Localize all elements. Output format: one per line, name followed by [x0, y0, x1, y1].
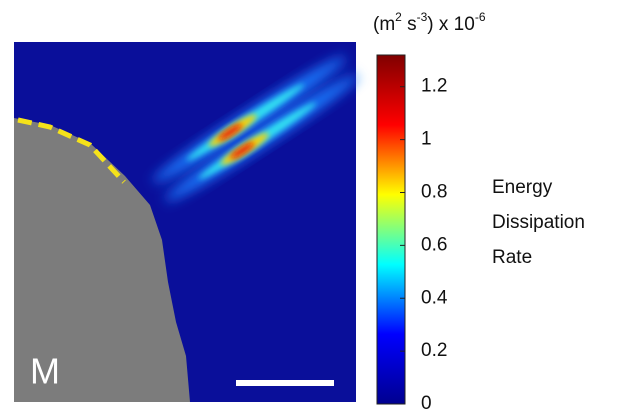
tick-label: 0.4 — [421, 287, 448, 308]
colorbar — [376, 54, 406, 405]
tick-label: 1.2 — [421, 76, 447, 97]
unit-part: -6 — [475, 10, 486, 24]
tick-label: 0.6 — [421, 234, 447, 255]
field-image: M — [14, 42, 359, 402]
colorbar-title: Energy — [492, 177, 553, 198]
colorbar-units: (m2 s-3) x 10-6 — [373, 10, 486, 35]
tick-label: 0 — [421, 393, 432, 414]
colorbar-title: Rate — [492, 247, 532, 268]
unit-part: -3 — [417, 10, 428, 24]
boundary-line — [17, 117, 126, 184]
unit-part: (m — [373, 14, 395, 35]
colorbar-title: Dissipation — [492, 212, 585, 233]
tick-label: 0.2 — [421, 340, 447, 361]
jet — [152, 56, 359, 202]
unit-part: s — [402, 14, 417, 35]
unit-part: ) x 10 — [427, 14, 475, 35]
cell-body — [14, 118, 190, 402]
panel-label: M — [30, 351, 60, 392]
tick-label: 1 — [421, 129, 432, 150]
unit-part: 2 — [395, 10, 402, 24]
tick-label: 0.8 — [421, 182, 447, 203]
